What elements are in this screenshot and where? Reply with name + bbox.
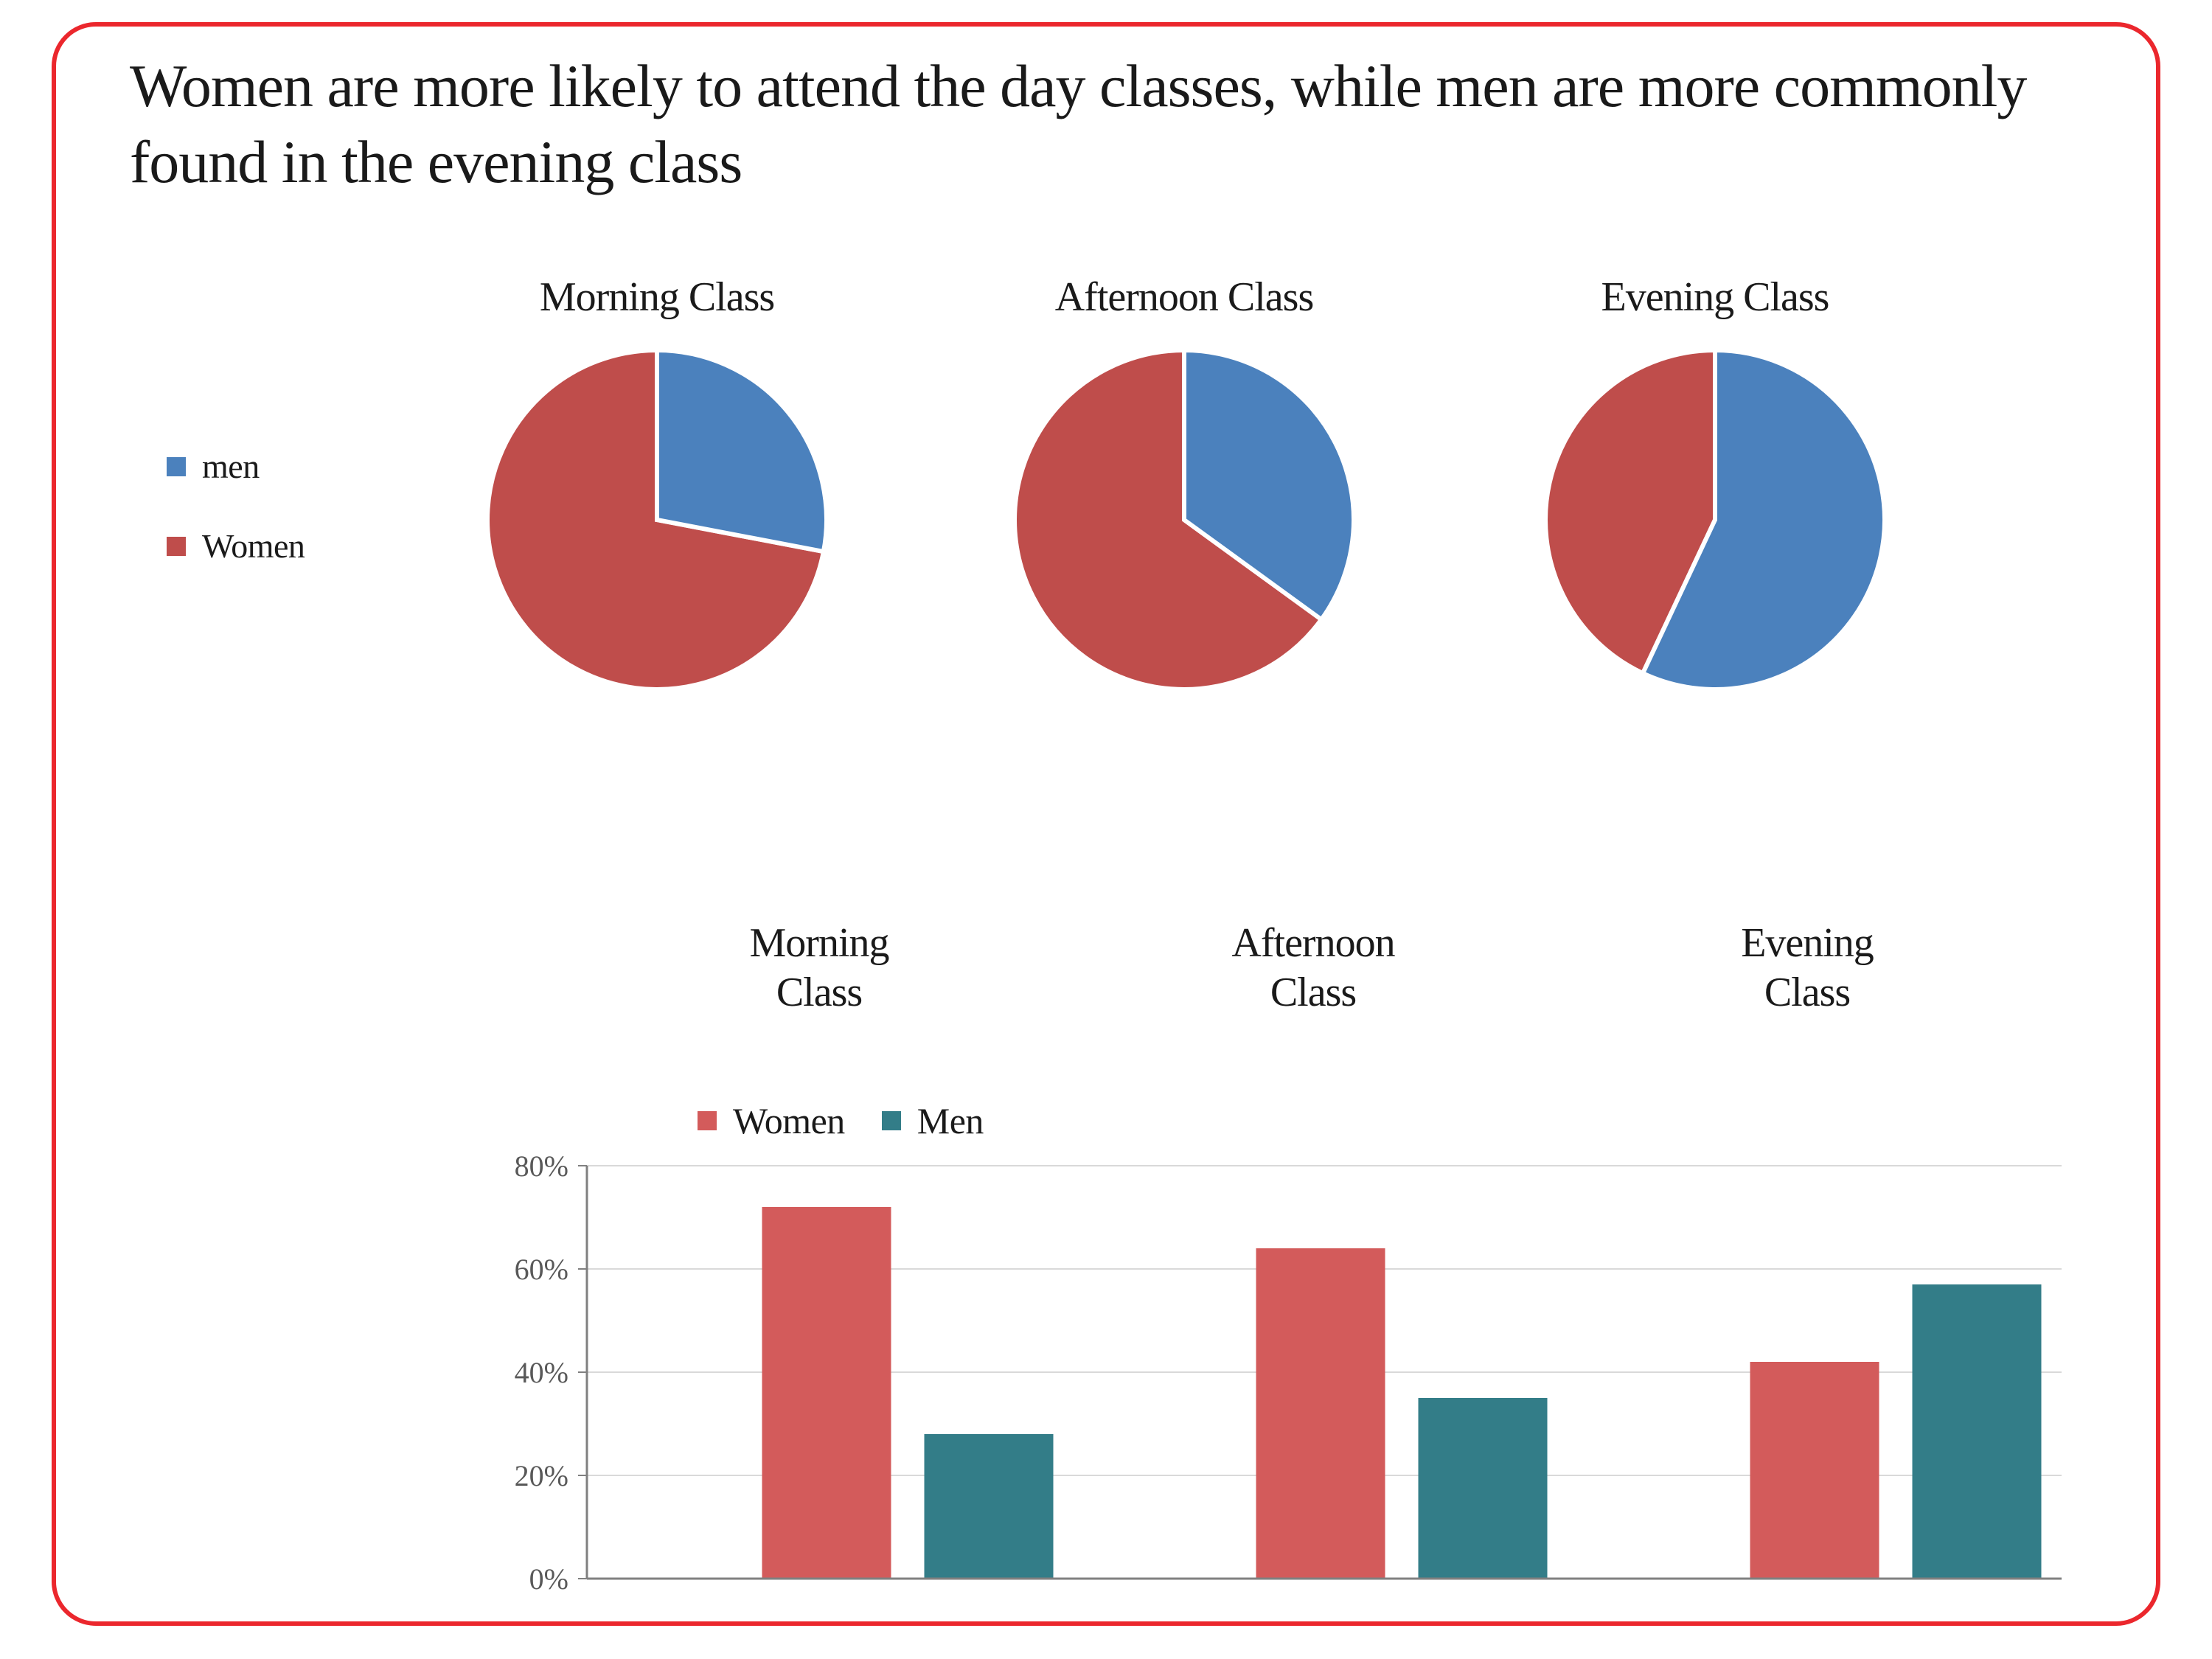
bar-men: [1419, 1398, 1548, 1579]
pie-chart: Evening Class: [1501, 274, 1929, 697]
pie-title: Morning Class: [443, 274, 871, 321]
legend-item: Women: [167, 526, 305, 566]
pie-slice-men: [657, 350, 827, 552]
bar-men: [1913, 1284, 2042, 1579]
bar-group-title: AfternoonClass: [1166, 919, 1461, 1018]
legend-label: Women: [202, 526, 305, 566]
pie-title: Afternoon Class: [970, 274, 1398, 321]
bar-men: [925, 1434, 1054, 1579]
legend-item: men: [167, 447, 305, 486]
y-tick-label: 40%: [515, 1356, 568, 1389]
bar-chart: 0% 20% 40% 60% 80%: [498, 1092, 2062, 1593]
chart-frame: Women are more likely to attend the day …: [52, 22, 2160, 1626]
bar-women: [1750, 1362, 1879, 1579]
legend-swatch: [167, 537, 186, 556]
y-tick-label: 20%: [515, 1459, 568, 1492]
legend-label: men: [202, 447, 260, 486]
pie-title: Evening Class: [1501, 274, 1929, 321]
bar-women: [1256, 1248, 1385, 1579]
legend-swatch: [167, 457, 186, 476]
bar-group-title: EveningClass: [1660, 919, 1955, 1018]
y-tick-label: 0%: [529, 1562, 568, 1593]
pie-legend: men Women: [167, 447, 305, 606]
y-tick-label: 80%: [515, 1150, 568, 1183]
bar-group-title: MorningClass: [672, 919, 967, 1018]
pie-chart: Morning Class: [443, 274, 871, 697]
y-tick-label: 60%: [515, 1253, 568, 1286]
pie-chart: Afternoon Class: [970, 274, 1398, 697]
chart-title: Women are more likely to attend the day …: [130, 49, 2084, 200]
bar-women: [762, 1207, 891, 1579]
